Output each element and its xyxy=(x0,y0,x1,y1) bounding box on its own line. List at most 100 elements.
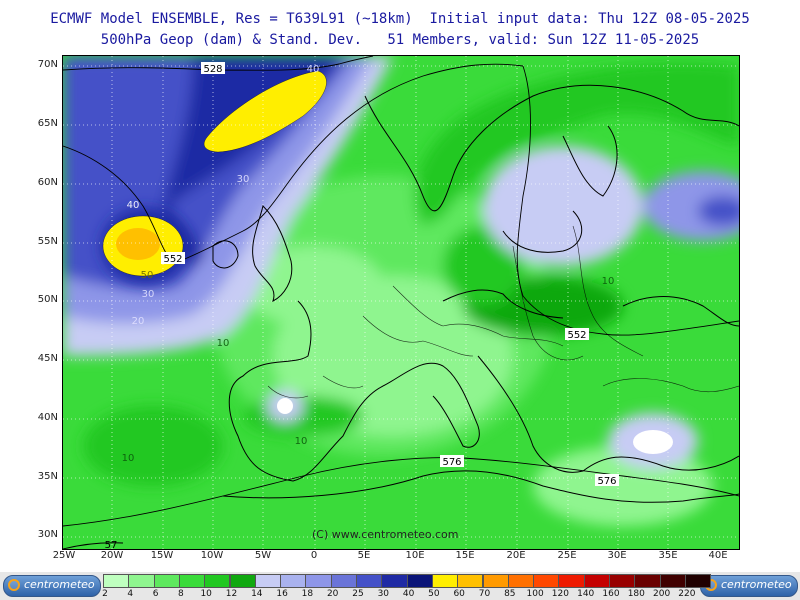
legend-level-label: 70 xyxy=(478,589,491,599)
legend-level-label: 2 xyxy=(102,589,108,599)
legend-level-label: 16 xyxy=(276,589,288,599)
lon-label: 10E xyxy=(405,550,425,561)
coastlines xyxy=(212,84,739,503)
legend-swatch xyxy=(482,574,509,588)
lat-label: 70N xyxy=(37,59,58,70)
contour-57x xyxy=(63,542,124,549)
stdev-label: 50 xyxy=(141,270,154,281)
stdev-label: 10 xyxy=(122,453,135,464)
lat-label: 60N xyxy=(37,177,58,188)
legend-level-label: 50 xyxy=(428,589,440,599)
legend-level-label: 140 xyxy=(577,589,595,599)
lon-label: 15W xyxy=(150,550,174,561)
graticule xyxy=(63,56,739,549)
legend-swatch xyxy=(280,574,307,588)
stdev-label: 30 xyxy=(142,289,155,300)
label-576-east: 576 xyxy=(597,476,616,487)
legend-swatch xyxy=(381,574,408,588)
legend-swatch xyxy=(507,574,535,588)
legend-swatch xyxy=(558,574,585,588)
lon-label: 40E xyxy=(708,550,728,561)
legend-level-label: 20 xyxy=(326,589,339,599)
stdev-label: 20 xyxy=(132,316,145,327)
legend-swatch xyxy=(178,574,206,588)
legend-swatch xyxy=(431,574,459,588)
lat-label: 30N xyxy=(37,529,58,540)
stdev-min-iberia xyxy=(277,398,293,414)
stdev-label: 10 xyxy=(602,276,615,287)
lat-label: 65N xyxy=(37,118,58,129)
legend-swatch xyxy=(128,574,155,588)
legend-swatch xyxy=(634,574,661,588)
lon-label: 5E xyxy=(357,550,371,561)
legend-level-label: 10 xyxy=(200,589,212,599)
label-528: 528 xyxy=(203,64,222,75)
legend-swatch xyxy=(153,574,180,588)
stdev-contours xyxy=(102,70,327,277)
legend-level-label: 200 xyxy=(653,589,671,599)
legend-swatch xyxy=(684,574,712,588)
legend-level-label: 30 xyxy=(377,589,390,599)
legend-level-label: 100 xyxy=(526,589,544,599)
lat-label: 40N xyxy=(37,412,58,423)
label-552-west: 552 xyxy=(163,254,182,265)
legend-level-label: 40 xyxy=(402,589,415,599)
lat-label: 55N xyxy=(37,236,58,247)
stdev-label: 10 xyxy=(295,436,308,447)
legend-swatch xyxy=(305,574,332,588)
stdev-labels: 40 40 30 30 50 20 10 10 10 10 xyxy=(122,64,615,464)
legend-level-label: 14 xyxy=(251,589,263,599)
lon-label: 35E xyxy=(658,550,678,561)
stdev-min-east xyxy=(633,430,673,454)
lat-label: 50N xyxy=(37,294,58,305)
stdev-label: 40 xyxy=(127,200,140,211)
logo-text: centrometeo xyxy=(24,578,95,591)
legend-swatch xyxy=(229,574,256,588)
stdev-label: 40 xyxy=(307,64,320,75)
legend-level-label: 12 xyxy=(225,589,238,599)
legend-swatch xyxy=(533,574,560,588)
legend-swatch xyxy=(204,574,231,588)
contour-528 xyxy=(63,56,374,71)
label-552-east: 552 xyxy=(567,330,586,341)
logo-left: centrometeo xyxy=(3,575,101,597)
legend-swatch xyxy=(406,574,433,588)
contour-labels: 528 552 552 576 576 57 xyxy=(105,62,619,549)
legend-level-label: 8 xyxy=(178,589,184,599)
logo-text: centrometeo xyxy=(721,578,792,591)
label-57x: 57 xyxy=(105,540,118,549)
legend-level-label: 60 xyxy=(453,589,465,599)
logo-right: centrometeo xyxy=(700,575,798,597)
lon-label: 25E xyxy=(557,550,577,561)
legend-swatch xyxy=(457,574,484,588)
lon-label: 25W xyxy=(52,550,76,561)
country-borders xyxy=(267,225,739,399)
legend-swatch xyxy=(356,574,383,588)
legend-swatch xyxy=(254,574,282,588)
label-576-central: 576 xyxy=(442,457,461,468)
legend-level-label: 85 xyxy=(504,589,516,599)
legend-swatch xyxy=(583,574,610,588)
stdev-max-west-core xyxy=(116,228,160,260)
legend-level-label: 4 xyxy=(127,589,134,599)
lon-label: 15E xyxy=(455,550,475,561)
legend-level-label: 180 xyxy=(627,589,645,599)
stdev-max-north xyxy=(204,71,327,152)
ensemble-map: 528 552 552 576 576 57 40 40 30 30 50 20… xyxy=(63,56,739,549)
logo-ring-icon xyxy=(8,579,20,591)
lon-label: 0 xyxy=(310,550,318,561)
contour-552 xyxy=(63,63,739,336)
map-panel: 528 552 552 576 576 57 40 40 30 30 50 20… xyxy=(62,55,740,550)
lat-label: 35N xyxy=(37,471,58,482)
lon-label: 20W xyxy=(100,550,124,561)
legend-swatch xyxy=(330,574,357,588)
legend-swatch xyxy=(609,574,636,588)
lon-label: 20E xyxy=(506,550,526,561)
legend-level-label: 18 xyxy=(301,589,314,599)
legend-level-label: 160 xyxy=(602,589,620,599)
legend-level-label: 6 xyxy=(152,589,159,599)
legend-swatch xyxy=(659,574,686,588)
lon-label: 30E xyxy=(607,550,627,561)
legend-level-label: 25 xyxy=(352,589,364,599)
lon-label: 5W xyxy=(254,550,272,561)
